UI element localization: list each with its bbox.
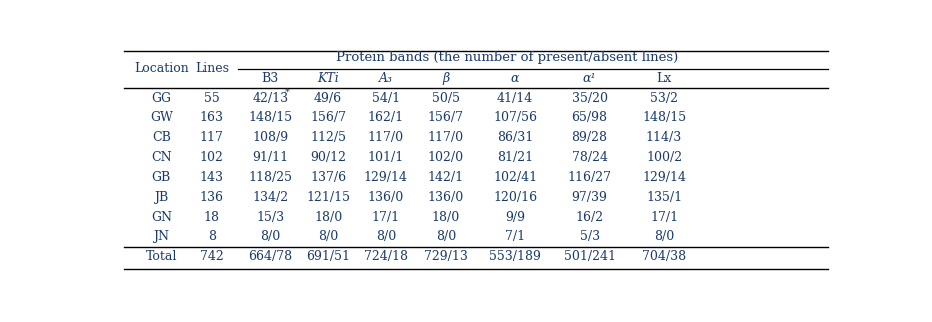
Text: 17/1: 17/1 <box>372 211 400 224</box>
Text: 691/51: 691/51 <box>306 250 350 263</box>
Text: Lx: Lx <box>656 72 672 85</box>
Text: Protein bands (the number of present/absent lines): Protein bands (the number of present/abs… <box>336 51 678 64</box>
Text: 156/7: 156/7 <box>428 111 464 125</box>
Text: 742: 742 <box>200 250 224 263</box>
Text: *: * <box>285 88 290 97</box>
Text: 35/20: 35/20 <box>571 92 608 105</box>
Text: 664/78: 664/78 <box>248 250 293 263</box>
Text: 16/2: 16/2 <box>576 211 604 224</box>
Text: 116/27: 116/27 <box>568 171 611 184</box>
Text: α¹: α¹ <box>582 72 596 85</box>
Text: 129/14: 129/14 <box>363 171 408 184</box>
Text: 148/15: 148/15 <box>248 111 293 125</box>
Text: β: β <box>443 72 449 85</box>
Text: GN: GN <box>151 211 171 224</box>
Text: 86/31: 86/31 <box>497 131 533 144</box>
Text: 162/1: 162/1 <box>368 111 404 125</box>
Text: 53/2: 53/2 <box>650 92 678 105</box>
Text: JN: JN <box>153 231 170 243</box>
Text: 15/3: 15/3 <box>256 211 284 224</box>
Text: 117/0: 117/0 <box>368 131 404 144</box>
Text: 18: 18 <box>204 211 220 224</box>
Text: GB: GB <box>152 171 171 184</box>
Text: Lines: Lines <box>195 62 229 75</box>
Text: 143: 143 <box>199 171 224 184</box>
Text: 148/15: 148/15 <box>642 111 686 125</box>
Text: 120/16: 120/16 <box>493 191 537 204</box>
Text: 101/1: 101/1 <box>368 151 404 164</box>
Text: 17/1: 17/1 <box>650 211 678 224</box>
Text: 50/5: 50/5 <box>432 92 459 105</box>
Text: 107/56: 107/56 <box>493 111 537 125</box>
Text: 501/241: 501/241 <box>564 250 616 263</box>
Text: 114/3: 114/3 <box>646 131 682 144</box>
Text: 135/1: 135/1 <box>646 191 682 204</box>
Text: 8/0: 8/0 <box>654 231 674 243</box>
Text: 55: 55 <box>204 92 220 105</box>
Text: 89/28: 89/28 <box>571 131 608 144</box>
Text: 729/13: 729/13 <box>424 250 468 263</box>
Text: 136/0: 136/0 <box>428 191 464 204</box>
Text: 553/189: 553/189 <box>489 250 541 263</box>
Text: 102/0: 102/0 <box>428 151 464 164</box>
Text: 97/39: 97/39 <box>571 191 608 204</box>
Text: A₃: A₃ <box>379 72 393 85</box>
Text: GW: GW <box>150 111 172 125</box>
Text: CN: CN <box>151 151 171 164</box>
Text: 136/0: 136/0 <box>368 191 404 204</box>
Text: 7/1: 7/1 <box>505 231 526 243</box>
Text: 5/3: 5/3 <box>580 231 599 243</box>
Text: 156/7: 156/7 <box>310 111 346 125</box>
Text: 90/12: 90/12 <box>310 151 346 164</box>
Text: 18/0: 18/0 <box>314 211 342 224</box>
Text: 49/6: 49/6 <box>314 92 342 105</box>
Text: 137/6: 137/6 <box>310 171 346 184</box>
Text: Total: Total <box>145 250 177 263</box>
Text: 41/14: 41/14 <box>497 92 533 105</box>
Text: 129/14: 129/14 <box>642 171 686 184</box>
Text: 121/15: 121/15 <box>306 191 350 204</box>
Text: 117: 117 <box>199 131 224 144</box>
Text: 102/41: 102/41 <box>493 171 537 184</box>
Text: CB: CB <box>152 131 171 144</box>
Text: 118/25: 118/25 <box>248 171 293 184</box>
Text: 163: 163 <box>199 111 224 125</box>
Text: α: α <box>511 72 519 85</box>
Text: 112/5: 112/5 <box>310 131 346 144</box>
Text: 8/0: 8/0 <box>318 231 338 243</box>
Text: 54/1: 54/1 <box>372 92 400 105</box>
Text: 8: 8 <box>208 231 216 243</box>
Text: 8/0: 8/0 <box>376 231 396 243</box>
Text: 65/98: 65/98 <box>571 111 608 125</box>
Text: 91/11: 91/11 <box>253 151 288 164</box>
Text: 78/24: 78/24 <box>571 151 608 164</box>
Text: 134/2: 134/2 <box>253 191 288 204</box>
Text: 42/13: 42/13 <box>253 92 288 105</box>
Text: 704/38: 704/38 <box>642 250 686 263</box>
Text: 102: 102 <box>199 151 224 164</box>
Text: 18/0: 18/0 <box>432 211 460 224</box>
Text: 142/1: 142/1 <box>428 171 464 184</box>
Text: 724/18: 724/18 <box>363 250 408 263</box>
Text: 81/21: 81/21 <box>497 151 533 164</box>
Text: 108/9: 108/9 <box>253 131 288 144</box>
Text: Location: Location <box>134 62 188 75</box>
Text: JB: JB <box>154 191 169 204</box>
Text: 100/2: 100/2 <box>646 151 682 164</box>
Text: B3: B3 <box>262 72 279 85</box>
Text: 8/0: 8/0 <box>260 231 281 243</box>
Text: KTi: KTi <box>317 72 339 85</box>
Text: 136: 136 <box>199 191 224 204</box>
Text: 9/9: 9/9 <box>505 211 526 224</box>
Text: 8/0: 8/0 <box>436 231 456 243</box>
Text: GG: GG <box>151 92 171 105</box>
Text: 117/0: 117/0 <box>428 131 464 144</box>
